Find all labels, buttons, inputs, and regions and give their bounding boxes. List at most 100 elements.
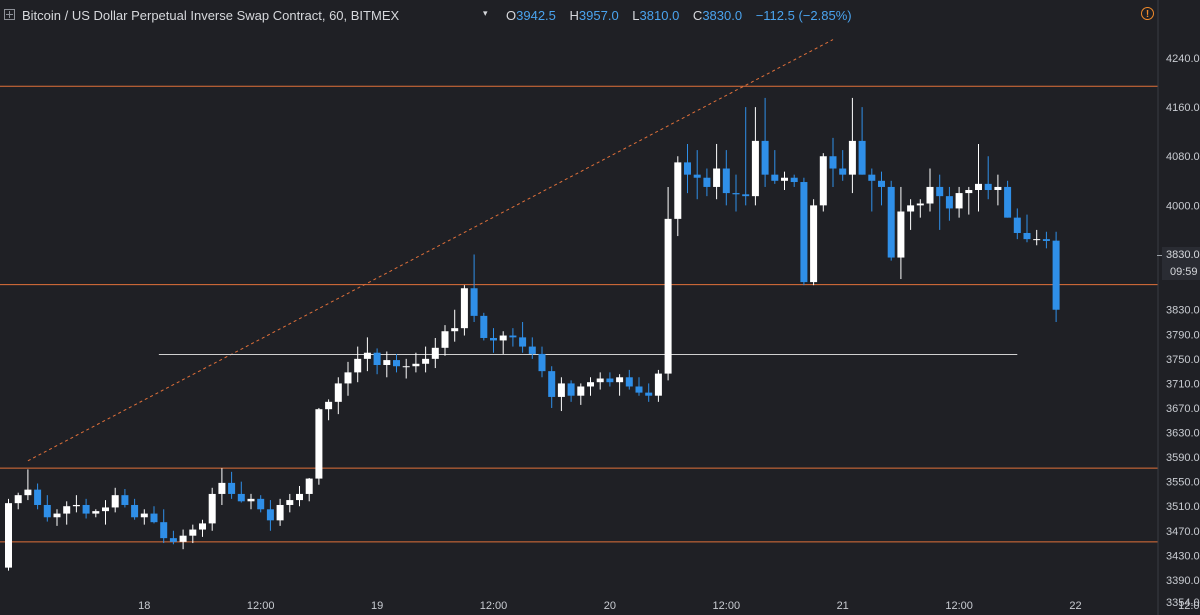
candle-body xyxy=(955,193,963,209)
candle xyxy=(266,500,274,531)
candle-body xyxy=(499,335,507,341)
candle-body xyxy=(24,489,32,496)
chevron-down-icon[interactable]: ▾ xyxy=(483,8,488,18)
candle-body xyxy=(150,513,158,523)
x-tick-label: 12:00 xyxy=(480,600,508,612)
candle-body xyxy=(296,493,303,501)
candle xyxy=(577,383,585,405)
candle xyxy=(654,369,662,402)
candle-body xyxy=(344,372,352,384)
candle xyxy=(596,372,604,390)
candle xyxy=(1033,229,1041,246)
plus-icon[interactable] xyxy=(4,9,15,20)
candle xyxy=(150,506,158,524)
candle-body xyxy=(567,383,575,396)
candle-body xyxy=(334,383,342,402)
candle xyxy=(984,156,992,200)
candle xyxy=(72,495,80,513)
candle xyxy=(499,331,507,354)
candle xyxy=(422,346,430,373)
candle xyxy=(800,177,808,286)
candle xyxy=(722,150,730,206)
y-tick-label: 3790.0 xyxy=(1166,329,1200,341)
candle-body xyxy=(460,288,468,329)
candle-body xyxy=(111,495,119,508)
candle xyxy=(907,199,915,230)
candle xyxy=(257,495,265,513)
candle-body xyxy=(751,140,759,197)
candle xyxy=(509,328,517,347)
y-tick-label: 3510.0 xyxy=(1166,501,1200,513)
candle xyxy=(354,346,362,383)
close-value: 3830.0 xyxy=(702,8,743,23)
candle-body xyxy=(72,504,80,507)
candle-body xyxy=(480,315,488,338)
candle xyxy=(63,501,71,525)
candle-body xyxy=(218,482,226,494)
candle xyxy=(868,168,876,212)
candle xyxy=(228,471,236,499)
candle xyxy=(179,529,187,550)
candle xyxy=(528,337,536,359)
candle-body xyxy=(538,353,546,372)
candle-body xyxy=(965,190,973,194)
candle xyxy=(441,325,449,356)
y-tick-label: 4160.0 xyxy=(1166,102,1200,114)
candle xyxy=(1013,208,1021,240)
x-tick-label: 20 xyxy=(604,600,616,612)
candle xyxy=(5,498,12,571)
candle xyxy=(975,143,982,212)
horizontal-levels xyxy=(0,85,1158,543)
candle xyxy=(1042,231,1050,249)
candle-body xyxy=(431,347,439,359)
candle-body xyxy=(1013,217,1021,233)
candle-body xyxy=(140,513,148,518)
candle xyxy=(567,380,575,402)
y-tick-label: 4080.0 xyxy=(1166,151,1200,163)
candle xyxy=(519,322,527,353)
candle xyxy=(490,328,497,353)
candle xyxy=(131,498,139,520)
candle-body xyxy=(868,174,876,181)
candle-body xyxy=(441,331,449,348)
candle xyxy=(1023,214,1031,243)
candle xyxy=(276,498,284,526)
candle xyxy=(732,174,740,212)
candle xyxy=(199,519,206,537)
x-axis[interactable]: 18 12:00 19 12:00 20 12:00 21 12:00 22 12:00 xyxy=(138,600,1200,612)
candle xyxy=(208,487,216,531)
candle-body xyxy=(548,371,556,397)
candle-body xyxy=(781,177,788,181)
candle xyxy=(189,524,197,544)
chart-header: Bitcoin / US Dollar Perpetual Inverse Sw… xyxy=(0,0,1154,32)
candle xyxy=(955,186,963,218)
candle-body xyxy=(625,377,633,387)
candle xyxy=(383,351,391,378)
candle xyxy=(169,530,177,545)
candle xyxy=(703,168,711,197)
x-tick-label: 12:00 xyxy=(713,600,741,612)
candle xyxy=(373,348,381,375)
candle xyxy=(965,186,973,215)
candle xyxy=(43,495,51,522)
candle-body xyxy=(43,504,51,518)
candle-body xyxy=(907,205,915,212)
open-value: 3942.5 xyxy=(516,8,556,23)
candle xyxy=(606,372,614,387)
trend-line-layer xyxy=(27,39,834,462)
x-tick-label: 12:00 xyxy=(247,600,275,612)
candle-body xyxy=(383,360,391,365)
warning-icon[interactable]: ! xyxy=(1141,7,1154,20)
candle-body xyxy=(761,140,769,175)
candle xyxy=(53,509,61,526)
candle-body xyxy=(897,211,905,258)
x-tick-label: 12:00 xyxy=(945,600,973,612)
symbol-title[interactable]: Bitcoin / US Dollar Perpetual Inverse Sw… xyxy=(22,8,400,23)
candle-body xyxy=(102,507,109,512)
candle-body xyxy=(470,288,478,316)
y-axis[interactable]: 4240.04160.04080.04000.03920.03830.03790… xyxy=(1157,0,1200,615)
open-key: O xyxy=(506,8,517,23)
candle xyxy=(693,150,701,200)
candle xyxy=(325,399,333,421)
